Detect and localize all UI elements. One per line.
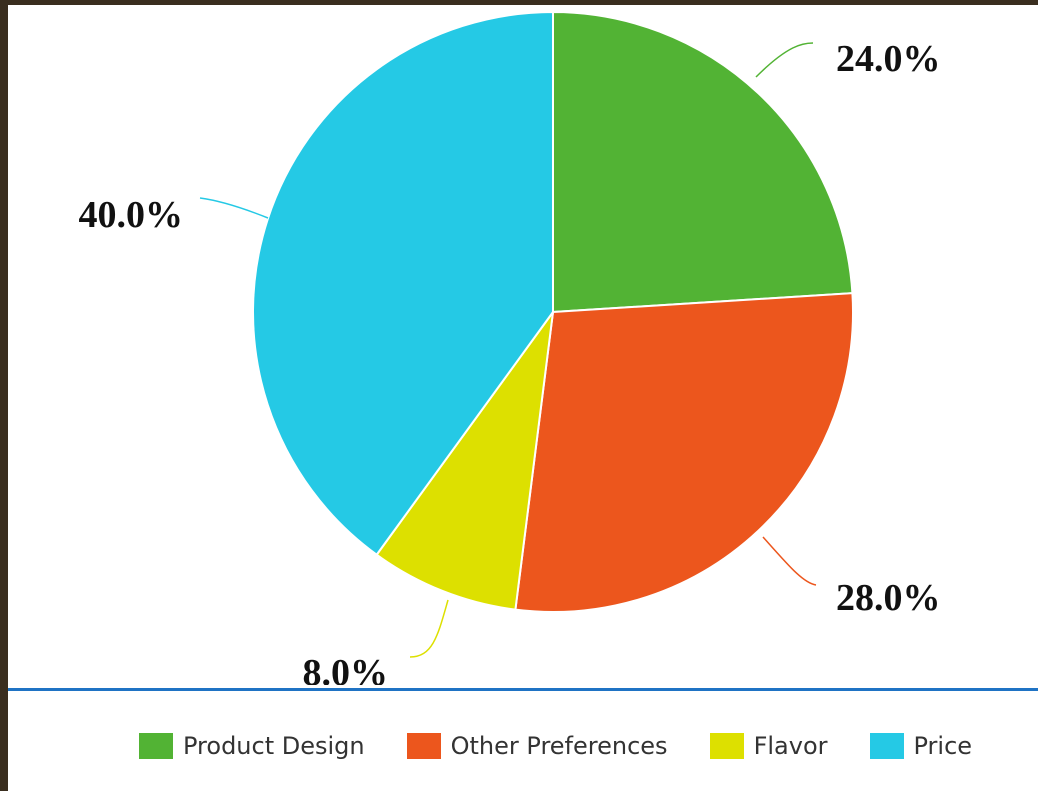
legend-label-other-preferences: Other Preferences [450, 732, 668, 760]
leader-line-other-preferences [762, 536, 817, 586]
pie-slice-other-preferences[interactable] [514, 292, 854, 613]
legend-swatch-flavor [709, 733, 744, 759]
pie-slice-flavor[interactable] [375, 311, 554, 611]
legend-divider [8, 688, 1038, 691]
leader-line-flavor [409, 599, 449, 658]
legend-swatch-other-preferences [406, 733, 441, 759]
legend-item-product-design[interactable]: Product Design [139, 732, 365, 760]
data-label-flavor: 8.0% [303, 652, 389, 685]
pie-slice-price[interactable] [252, 10, 554, 557]
legend-item-price[interactable]: Price [869, 732, 973, 760]
legend-swatch-price [869, 733, 904, 759]
leader-line-product-design [755, 42, 814, 78]
legend-label-flavor: Flavor [753, 732, 828, 760]
legend: Product Design Other Preferences Flavor Pri… [139, 730, 972, 762]
data-label-price: 40.0% [79, 194, 184, 236]
data-label-other-preferences: 28.0% [836, 577, 941, 619]
pie-chart: 24.0% 28.0% 8.0% 40.0% [79, 10, 941, 685]
chart-panel: 24.0% 28.0% 8.0% 40.0% Product Design Other … [8, 5, 1038, 791]
legend-label-price: Price [913, 732, 973, 760]
legend-label-product-design: Product Design [183, 732, 365, 760]
leader-line-price [199, 197, 269, 219]
data-label-product-design: 24.0% [836, 38, 941, 80]
pie-slice-product-design[interactable] [552, 10, 854, 314]
legend-swatch-product-design [139, 733, 173, 759]
legend-item-other-preferences[interactable]: Other Preferences [406, 732, 668, 760]
legend-item-flavor[interactable]: Flavor [709, 732, 828, 760]
